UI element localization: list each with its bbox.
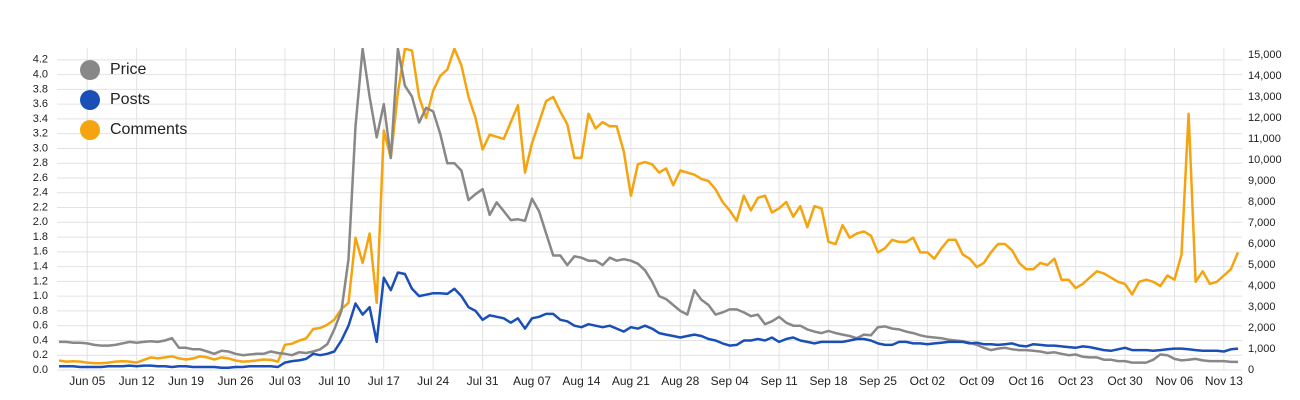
y-tick-label: 3.0 (33, 142, 48, 154)
y-tick-label: 0.6 (33, 320, 48, 332)
x-tick-label: Jun 05 (69, 374, 105, 388)
y2-tick-label: 0 (1248, 364, 1254, 376)
legend-label: Comments (110, 121, 187, 138)
x-tick-label: Oct 23 (1058, 374, 1094, 388)
y-tick-label: 3.8 (33, 83, 48, 95)
y2-tick-label: 2,000 (1248, 322, 1276, 334)
x-tick-label: Aug 21 (612, 374, 650, 388)
y2-tick-label: 8,000 (1248, 196, 1276, 208)
y-tick-label: 1.6 (33, 246, 48, 258)
y-tick-label: 2.6 (33, 172, 48, 184)
y-tick-label: 0.8 (33, 305, 48, 317)
y-tick-label: 1.0 (33, 290, 48, 302)
x-tick-label: Oct 30 (1107, 374, 1143, 388)
x-tick-label: Oct 02 (910, 374, 946, 388)
x-tick-label: Jun 19 (168, 374, 204, 388)
y-tick-label: 0.2 (33, 349, 48, 361)
legend-label: Posts (110, 91, 150, 108)
legend-marker (80, 120, 100, 140)
y-tick-label: 3.2 (33, 128, 48, 140)
legend-label: Price (110, 61, 147, 78)
y-tick-label: 1.4 (33, 261, 48, 273)
series-line (58, 48, 1240, 365)
y-tick-label: 2.8 (33, 157, 48, 169)
plot-area (58, 48, 1240, 370)
x-tick-label: Jun 12 (119, 374, 155, 388)
y2-tick-label: 9,000 (1248, 175, 1276, 187)
y-tick-label: 4.0 (33, 68, 48, 80)
legend: Price Posts Comments (80, 60, 187, 140)
y2-tick-label: 6,000 (1248, 238, 1276, 250)
x-tick-label: Aug 07 (513, 374, 551, 388)
y2-tick-label: 13,000 (1248, 91, 1282, 103)
series-line (59, 271, 1239, 370)
legend-marker (80, 90, 100, 110)
legend-marker (80, 60, 100, 80)
x-tick-label: Aug 14 (562, 374, 600, 388)
y2-tick-label: 12,000 (1248, 112, 1282, 124)
y2-tick-label: 15,000 (1248, 49, 1282, 61)
y2-tick-label: 3,000 (1248, 301, 1276, 313)
y-tick-label: 4.2 (33, 54, 48, 66)
y-tick-label: 3.4 (33, 113, 48, 125)
y-tick-label: 0.0 (33, 364, 48, 376)
y2-tick-label: 7,000 (1248, 217, 1276, 229)
y2-tick-label: 11,000 (1248, 133, 1281, 145)
y2-tick-label: 5,000 (1248, 259, 1276, 271)
y-tick-label: 3.6 (33, 98, 48, 110)
y-tick-label: 2.2 (33, 201, 48, 213)
x-tick-label: Jul 24 (417, 374, 449, 388)
x-tick-label: Jul 10 (318, 374, 350, 388)
x-tick-label: Nov 06 (1155, 374, 1193, 388)
y2-tick-label: 1,000 (1248, 343, 1276, 355)
y2-tick-label: 10,000 (1248, 154, 1282, 166)
x-tick-label: Sep 18 (810, 374, 848, 388)
y2-tick-label: 4,000 (1248, 280, 1276, 292)
x-tick-label: Jul 17 (368, 374, 400, 388)
x-tick-label: Jul 31 (467, 374, 499, 388)
y-tick-label: 1.8 (33, 231, 48, 243)
y-tick-label: 1.2 (33, 275, 48, 287)
x-tick-label: Jun 26 (217, 374, 253, 388)
x-tick-label: Sep 04 (711, 374, 749, 388)
y2-tick-label: 14,000 (1248, 70, 1282, 82)
y-tick-label: 2.4 (33, 187, 48, 199)
y-tick-label: 2.0 (33, 216, 48, 228)
axes: 0.0 0.2 0.4 0.6 0.8 1.0 1.2 1.4 1.6 1.8 2.0 2.2 2.4 2… (33, 49, 1282, 388)
series-line (59, 48, 1238, 364)
y-tick-label: 0.4 (33, 334, 48, 346)
grid (57, 48, 1242, 371)
x-tick-label: Nov 13 (1205, 374, 1243, 388)
x-tick-label: Sep 11 (761, 374, 798, 388)
x-tick-label: Sep 25 (859, 374, 897, 388)
x-tick-label: Jul 03 (269, 374, 301, 388)
x-tick-label: Oct 09 (959, 374, 995, 388)
x-tick-label: Aug 28 (661, 374, 699, 388)
x-tick-label: Oct 16 (1009, 374, 1045, 388)
